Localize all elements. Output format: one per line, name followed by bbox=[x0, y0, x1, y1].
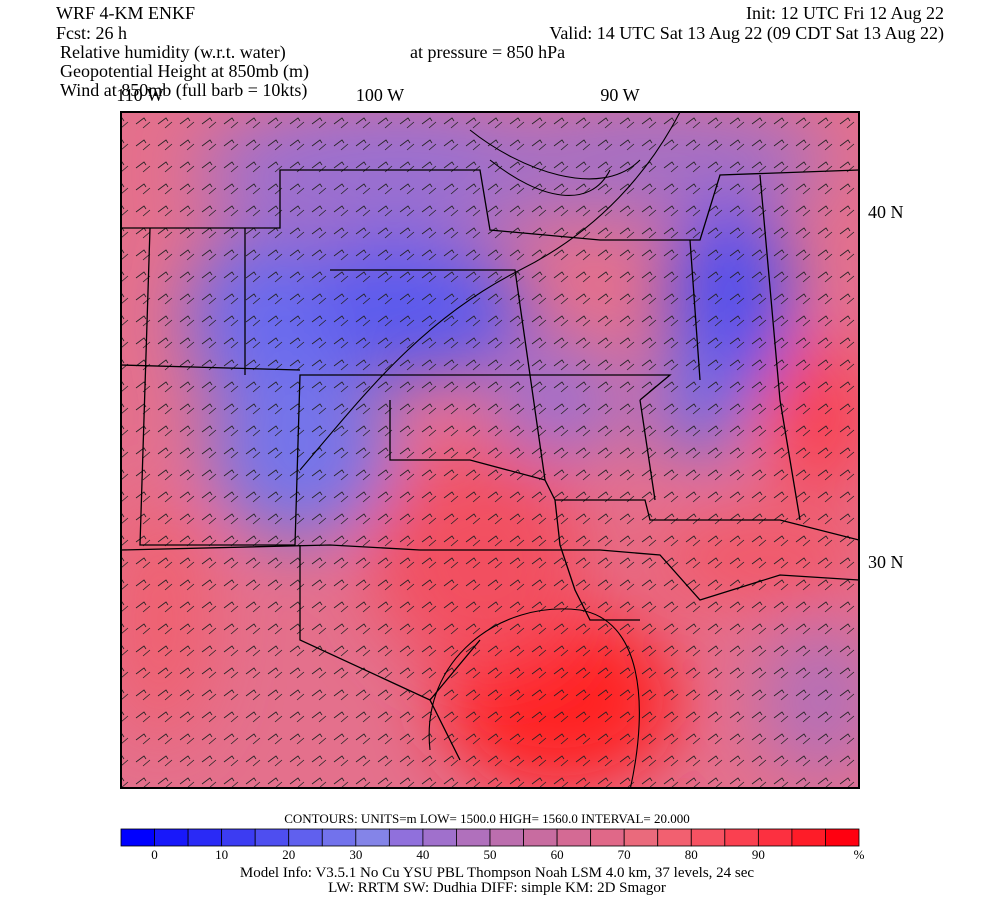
colorbar-swatch bbox=[388, 828, 424, 847]
colorbar-swatch bbox=[690, 828, 726, 847]
map-field bbox=[121, 112, 859, 788]
longitude-label: 110 W bbox=[116, 85, 164, 105]
colorbar-label: 30 bbox=[349, 847, 362, 862]
colorbar-swatch bbox=[757, 828, 793, 847]
colorbar-swatch bbox=[523, 828, 558, 847]
colorbar-label: 20 bbox=[282, 847, 295, 862]
init-time: Init: 12 UTC Fri 12 Aug 22 bbox=[746, 3, 944, 23]
colorbar-swatch bbox=[791, 828, 826, 847]
colorbar-label: 50 bbox=[484, 847, 497, 862]
pressure-level: at pressure = 850 hPa bbox=[410, 42, 565, 62]
colorbar-label: 10 bbox=[215, 847, 228, 862]
colorbar-swatch bbox=[288, 828, 323, 847]
colorbar-label: 70 bbox=[618, 847, 631, 862]
colorbar-label: 60 bbox=[551, 847, 564, 862]
state-borders bbox=[121, 169, 859, 761]
model-info: Model Info: V3.5.1 No Cu YSU PBL Thompso… bbox=[240, 865, 755, 881]
colorbar-swatch bbox=[321, 828, 357, 847]
colorbar-label: % bbox=[854, 847, 865, 862]
longitude-label: 90 W bbox=[600, 85, 639, 105]
contour-info: CONTOURS: UNITS=m LOW= 1500.0 HIGH= 1560… bbox=[284, 811, 690, 826]
forecast-hour: Fcst: 26 h bbox=[56, 23, 127, 43]
longitude-label: 100 W bbox=[356, 85, 404, 105]
map-frame bbox=[120, 111, 860, 789]
model-title: WRF 4-KM ENKF bbox=[56, 3, 195, 23]
latitude-label: 40 N bbox=[868, 202, 904, 222]
wind-barbs bbox=[121, 112, 859, 788]
colorbar-swatch bbox=[724, 828, 759, 847]
colorbar-label: 80 bbox=[685, 847, 698, 862]
colorbar-swatch bbox=[456, 828, 491, 847]
latitude-label: 30 N bbox=[868, 552, 904, 572]
colorbar-label: 90 bbox=[752, 847, 765, 862]
colorbar-swatch bbox=[556, 828, 592, 847]
field-label: Wind at 850mb (full barb = 10kts) bbox=[60, 80, 307, 101]
model-info: LW: RRTM SW: Dudhia DIFF: simple KM: 2D … bbox=[328, 880, 666, 896]
valid-time: Valid: 14 UTC Sat 13 Aug 22 (09 CDT Sat … bbox=[549, 23, 944, 44]
colorbar-swatch bbox=[422, 828, 457, 847]
colorbar-swatch bbox=[120, 828, 155, 847]
colorbar-swatch bbox=[221, 828, 256, 847]
colorbar-swatch bbox=[657, 828, 692, 847]
colorbar-swatch bbox=[590, 828, 625, 847]
colorbar-swatch bbox=[254, 828, 290, 847]
colorbar-swatch bbox=[623, 828, 659, 847]
colorbar-swatch bbox=[154, 828, 189, 847]
colorbar-swatch bbox=[187, 828, 223, 847]
colorbar-swatch bbox=[825, 828, 860, 847]
height-contours bbox=[299, 112, 681, 788]
colorbar-label: 0 bbox=[151, 847, 158, 862]
colorbar: 0 10 20 30 40 50 60 70 80 90% bbox=[120, 828, 865, 862]
colorbar-label: 40 bbox=[416, 847, 429, 862]
field-label: Geopotential Height at 850mb (m) bbox=[60, 61, 309, 82]
field-label: Relative humidity (w.r.t. water) bbox=[60, 42, 286, 63]
colorbar-swatch bbox=[489, 828, 524, 847]
colorbar-swatch bbox=[355, 828, 390, 847]
